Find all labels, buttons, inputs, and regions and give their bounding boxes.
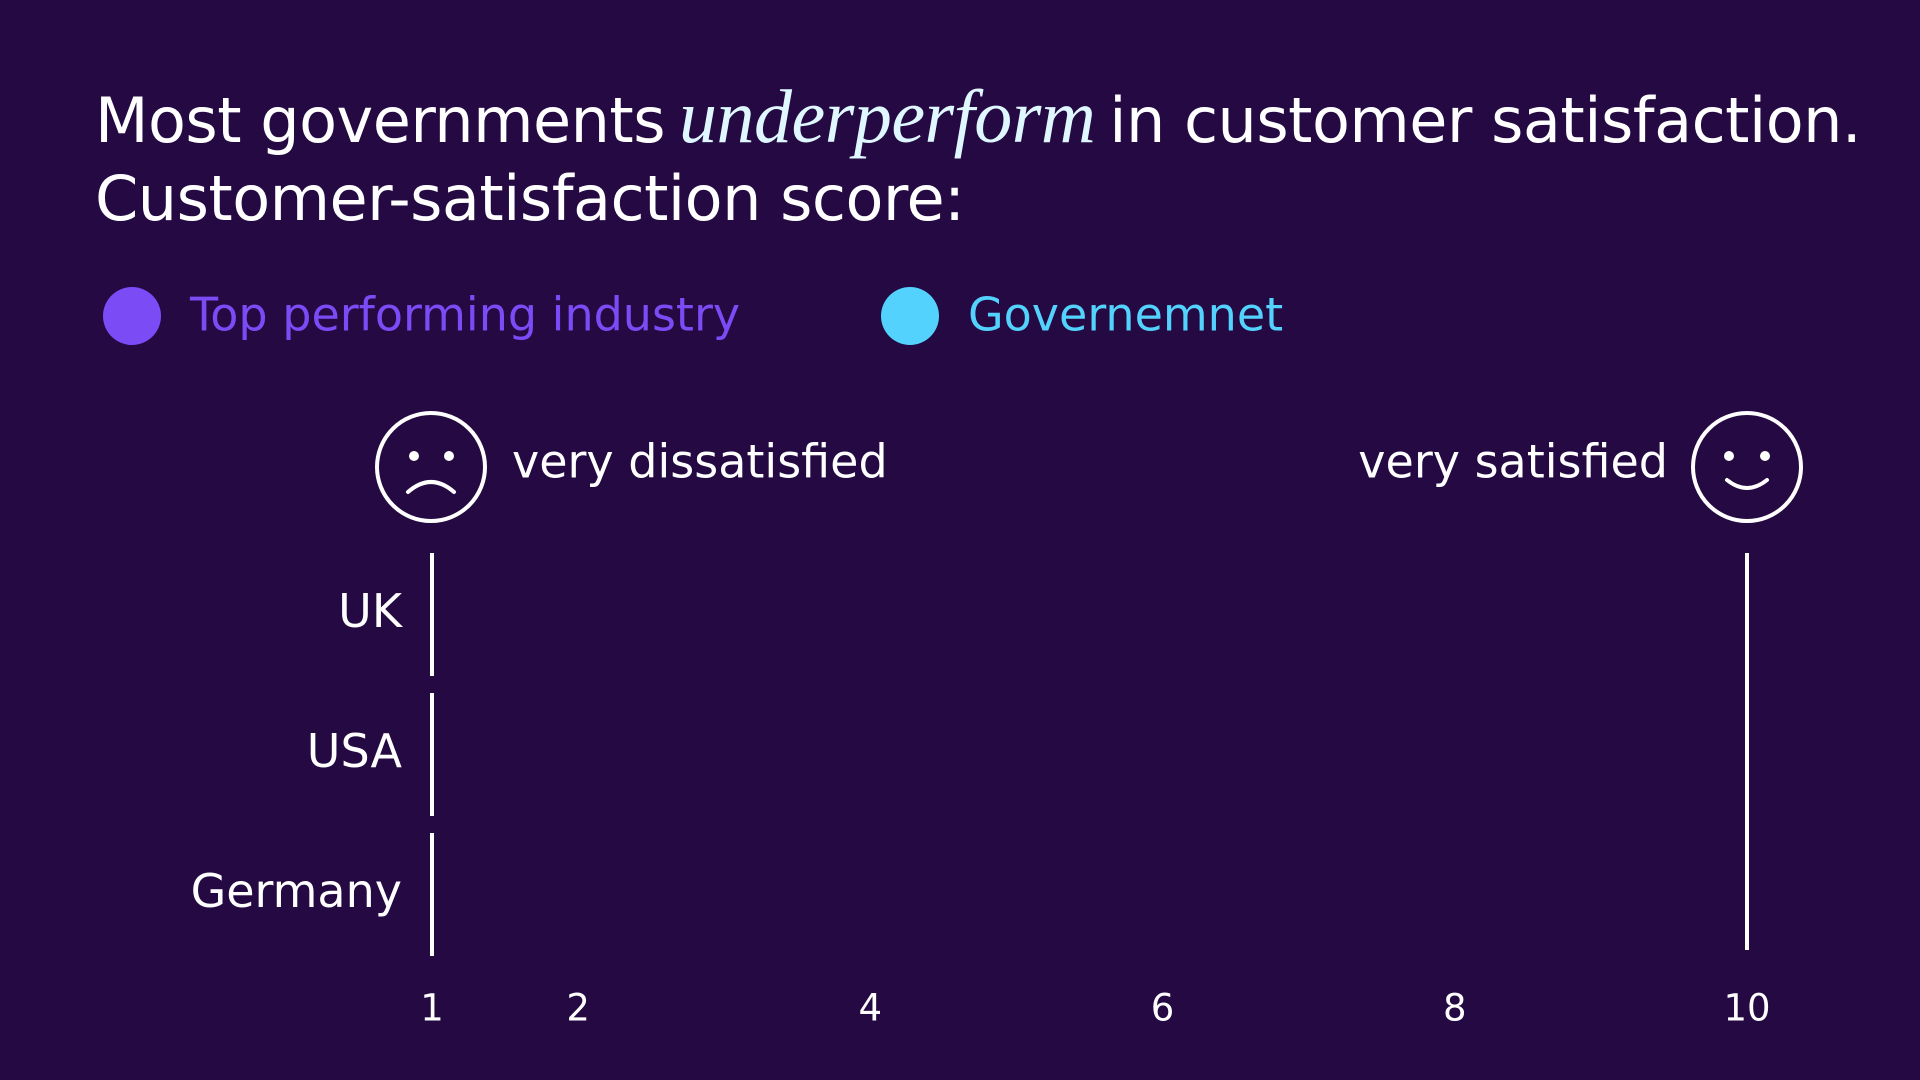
legend-swatch [881,287,939,345]
legend-label: Governemnet [968,288,1283,342]
category-label: UK [338,584,404,638]
annotation: very satisfied [1358,435,1668,489]
eye [444,451,454,461]
title-part: Most governments [95,84,666,157]
eye [1760,451,1770,461]
eyes [409,451,1770,461]
eye [1724,451,1734,461]
title-emphasis: underperform [679,75,1096,159]
category-label: Germany [191,864,402,918]
faces [375,411,1803,523]
category-label: USA [307,724,403,778]
x-tick-label: 10 [1723,987,1770,1030]
title-line: Most governments underperform in customer … [95,75,1862,160]
x-tick-label: 1 [420,987,444,1030]
subtitle: Customer-satisfaction score: [95,162,965,235]
x-tick-label: 2 [566,987,590,1030]
title-part: in customer satisfaction. [1109,84,1862,157]
legend-swatch [103,287,161,345]
eye [409,451,419,461]
frown [406,480,456,494]
happy-face [1691,411,1803,523]
sad-face [375,411,487,523]
x-tick-label: 8 [1443,987,1467,1030]
annotation: very dissatisfied [512,435,888,489]
x-tick-label: 4 [859,987,883,1030]
legend-label: Top performing industry [189,288,740,342]
x-tick-label: 6 [1151,987,1175,1030]
title: Most governments underperform in customer … [95,75,1862,238]
smile [1725,478,1769,490]
